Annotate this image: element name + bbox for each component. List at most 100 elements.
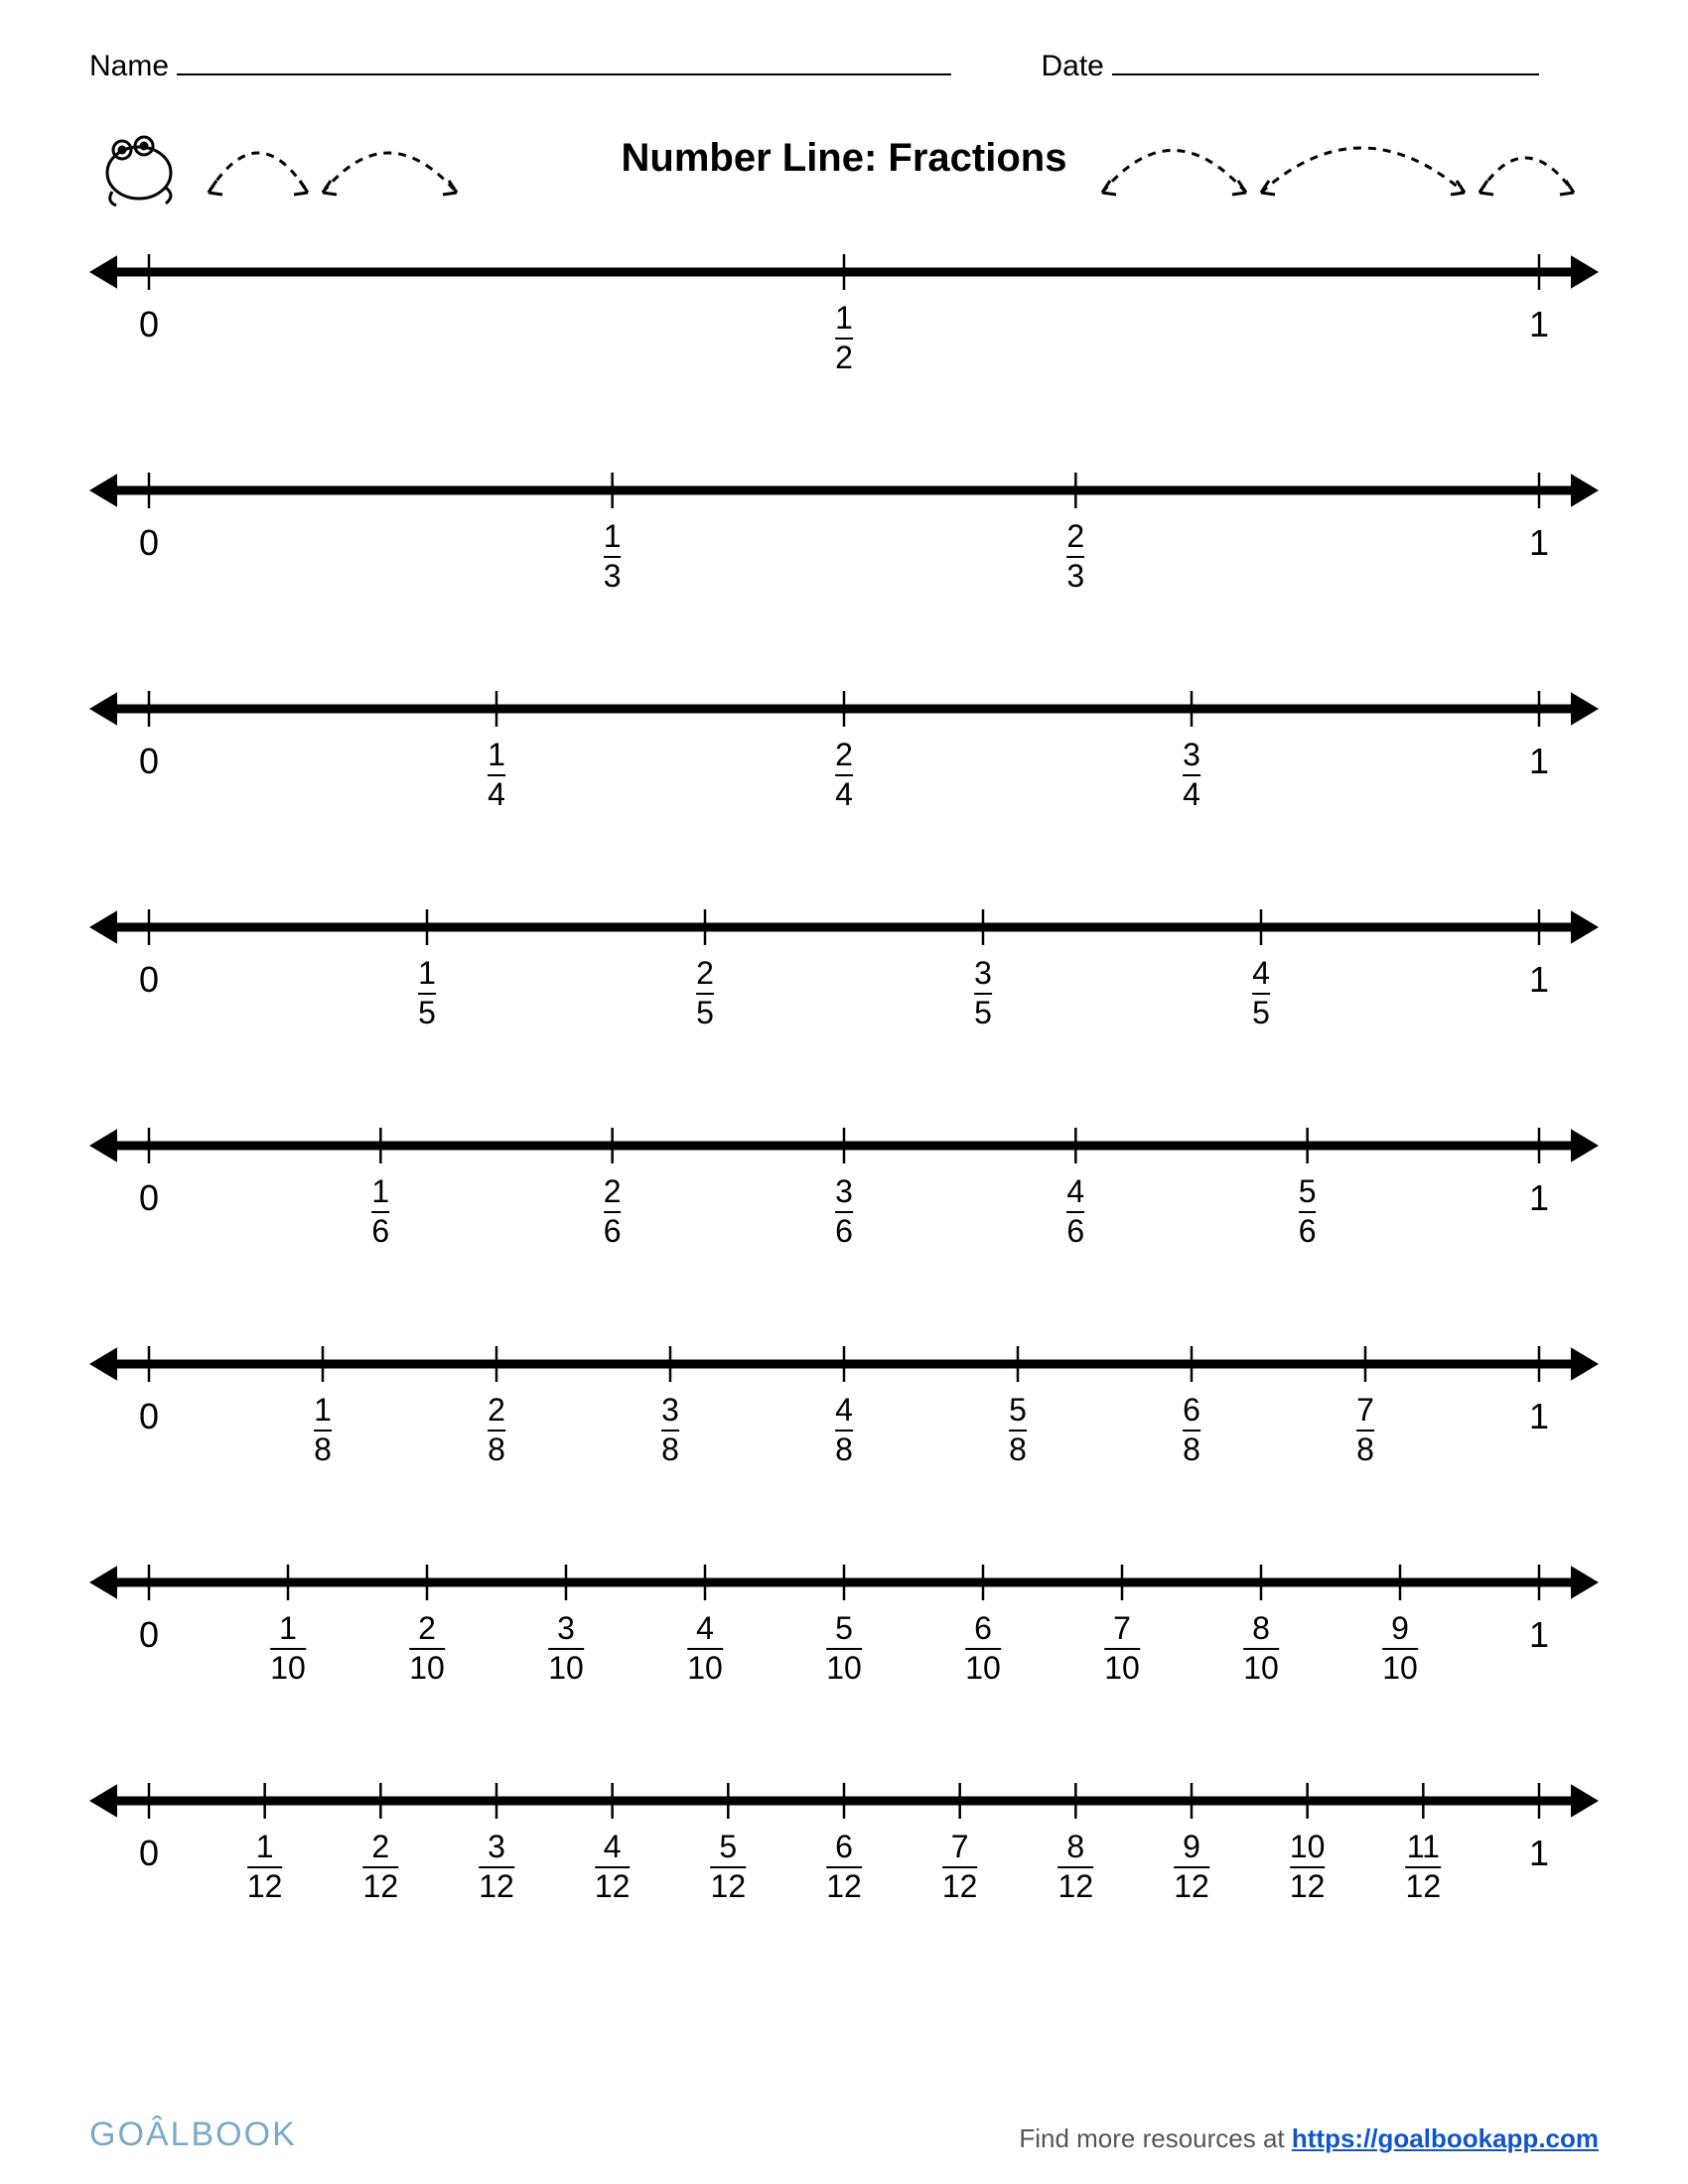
header-row: Name Date [89,50,1599,83]
label-zero: 0 [139,1398,159,1435]
page-title: Number Line: Fractions [622,136,1067,181]
number-line-labels: 0111221231241251261271281291210121112 [89,1831,1599,1930]
number-lines-container: 0112011323011424340115253545011626364656… [89,242,1599,1970]
fraction-label: 212 [363,1831,399,1903]
worksheet-page: Name Date [0,0,1688,2184]
fraction-label: 1112 [1406,1831,1442,1903]
label-zero: 0 [139,524,159,562]
label-one: 1 [1529,1179,1549,1217]
number-line-svg [89,242,1599,302]
fraction-label: 12 [835,302,853,374]
fraction-label: 24 [835,739,853,811]
hops-right-icon [1082,103,1599,212]
name-underline [177,73,951,75]
fraction-label: 110 [270,1612,306,1685]
fraction-label: 48 [835,1394,853,1466]
number-line: 0111221231241251261271281291210121112 [89,1771,1599,1970]
fraction-label: 38 [661,1394,679,1466]
number-line: 0 1 13 23 [89,461,1599,659]
number-line: 0 1 12 [89,242,1599,441]
fraction-label: 14 [488,739,505,811]
label-one: 1 [1529,524,1549,562]
fraction-label: 912 [1174,1831,1209,1903]
number-line-labels: 0 1 14 24 34 [89,739,1599,838]
date-field[interactable]: Date [1041,50,1599,83]
number-line-svg [89,679,1599,739]
fraction-label: 210 [409,1612,445,1685]
fraction-label: 812 [1058,1831,1094,1903]
fraction-label: 28 [488,1394,505,1466]
label-one: 1 [1529,1616,1549,1654]
label-zero: 0 [139,1835,159,1872]
fraction-label: 610 [965,1612,1001,1685]
label-zero: 0 [139,961,159,999]
fraction-label: 1012 [1290,1831,1326,1903]
number-line: 0 1 110 210 310 410 510 610 710 810 910 [89,1553,1599,1751]
footer-link[interactable]: https://goalbookapp.com [1292,2123,1599,2153]
fraction-label: 13 [604,520,622,593]
fraction-label: 35 [974,957,992,1029]
number-line-labels: 0 1 13 23 [89,520,1599,619]
label-one: 1 [1529,306,1549,343]
fraction-label: 34 [1183,739,1200,811]
name-field[interactable]: Name [89,50,981,83]
fraction-label: 58 [1009,1394,1027,1466]
number-line-labels: 0 1 12 [89,302,1599,401]
fraction-label: 56 [1299,1175,1317,1248]
fraction-label: 46 [1066,1175,1084,1248]
brand-logo: GOÂLBOOK [89,2116,297,2154]
number-line-labels: 0 1 15 25 35 45 [89,957,1599,1056]
label-zero: 0 [139,1616,159,1654]
number-line-svg [89,1553,1599,1612]
fraction-label: 612 [826,1831,862,1903]
date-underline [1112,73,1539,75]
fraction-label: 78 [1356,1394,1374,1466]
name-label: Name [89,50,177,82]
label-zero: 0 [139,1179,159,1217]
date-label: Date [1041,50,1111,82]
fraction-label: 910 [1382,1612,1418,1685]
number-line-labels: 0 1 18 28 38 48 58 68 78 [89,1394,1599,1493]
footer: GOÂLBOOK Find more resources at https://… [89,2116,1599,2154]
fraction-label: 412 [595,1831,631,1903]
fraction-label: 810 [1243,1612,1279,1685]
footer-text: Find more resources at [1019,2123,1292,2153]
fraction-label: 15 [418,957,436,1029]
fraction-label: 312 [479,1831,514,1903]
fraction-label: 16 [371,1175,389,1248]
number-line-svg [89,897,1599,957]
title-row: Number Line: Fractions [89,103,1599,212]
number-line: 0 1 18 28 38 48 58 68 78 [89,1334,1599,1533]
fraction-label: 710 [1104,1612,1140,1685]
fraction-label: 410 [687,1612,723,1685]
fraction-label: 18 [314,1394,332,1466]
fraction-label: 23 [1066,520,1084,593]
frog-hops-left-icon [89,103,556,212]
fraction-label: 26 [604,1175,622,1248]
number-line: 0 1 14 24 34 [89,679,1599,878]
number-line-svg [89,1771,1599,1831]
label-zero: 0 [139,743,159,780]
number-line: 0 1 16 26 36 46 56 [89,1116,1599,1314]
footer-resource: Find more resources at https://goalbooka… [1019,2123,1599,2154]
label-one: 1 [1529,1398,1549,1435]
label-one: 1 [1529,743,1549,780]
label-one: 1 [1529,1835,1549,1872]
fraction-label: 510 [826,1612,862,1685]
fraction-label: 310 [548,1612,584,1685]
fraction-label: 45 [1252,957,1270,1029]
fraction-label: 68 [1183,1394,1200,1466]
label-one: 1 [1529,961,1549,999]
fraction-label: 36 [835,1175,853,1248]
number-line: 0 1 15 25 35 45 [89,897,1599,1096]
number-line-svg [89,1334,1599,1394]
label-zero: 0 [139,306,159,343]
fraction-label: 112 [247,1831,283,1903]
fraction-label: 712 [942,1831,978,1903]
number-line-svg [89,461,1599,520]
number-line-svg [89,1116,1599,1175]
number-line-labels: 0 1 110 210 310 410 510 610 710 810 910 [89,1612,1599,1711]
fraction-label: 512 [711,1831,747,1903]
fraction-label: 25 [696,957,714,1029]
number-line-labels: 0 1 16 26 36 46 56 [89,1175,1599,1275]
